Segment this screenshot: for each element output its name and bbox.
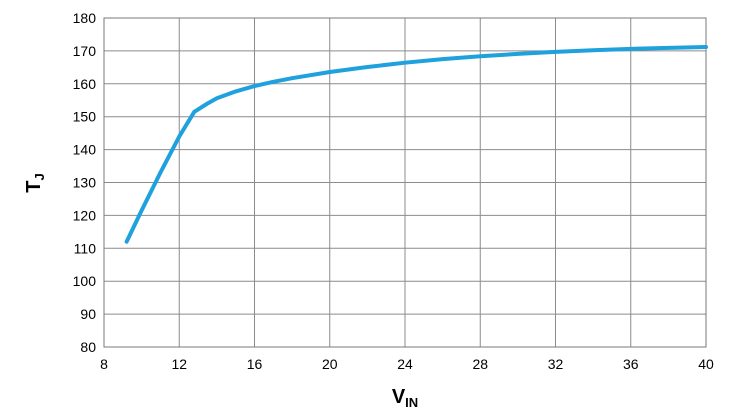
plot-frame [103,17,707,348]
x-tick-label: 24 [397,356,413,372]
series-line [124,45,708,244]
x-axis-title: VIN [392,386,418,410]
x-tick-label: 16 [247,356,263,372]
x-tick-labels: 8 12 16 20 24 28 32 36 40 [100,356,714,372]
x-tick-label: 12 [171,356,187,372]
y-tick-label: 130 [73,175,97,191]
y-tick-label: 150 [73,109,97,125]
x-tick-label: 32 [548,356,564,372]
y-tick-label: 180 [73,10,97,26]
x-axis-title-subscript: IN [405,395,418,410]
y-axis-title: TJ [23,173,47,192]
y-axis-title-subscript: J [32,173,47,180]
x-tick-label: 20 [322,356,338,372]
x-tick-label: 36 [623,356,639,372]
x-tick-label: 8 [100,356,108,372]
y-tick-label: 90 [80,306,96,322]
x-tick-label: 40 [698,356,714,372]
x-axis-title-main: V [392,386,406,408]
grid [103,17,707,348]
y-tick-label: 140 [73,142,97,158]
series-layer [124,45,708,244]
y-axis-title-main: T [23,181,45,193]
y-tick-label: 120 [73,207,97,223]
y-tick-label: 110 [74,240,97,256]
y-tick-label: 170 [73,43,97,59]
y-tick-label: 80 [80,339,96,355]
y-tick-label: 160 [73,76,97,92]
y-tick-labels: 80 90 100 110 120 130 140 150 160 170 180 [73,10,97,355]
y-tick-label: 100 [73,273,97,289]
x-tick-label: 28 [472,356,488,372]
